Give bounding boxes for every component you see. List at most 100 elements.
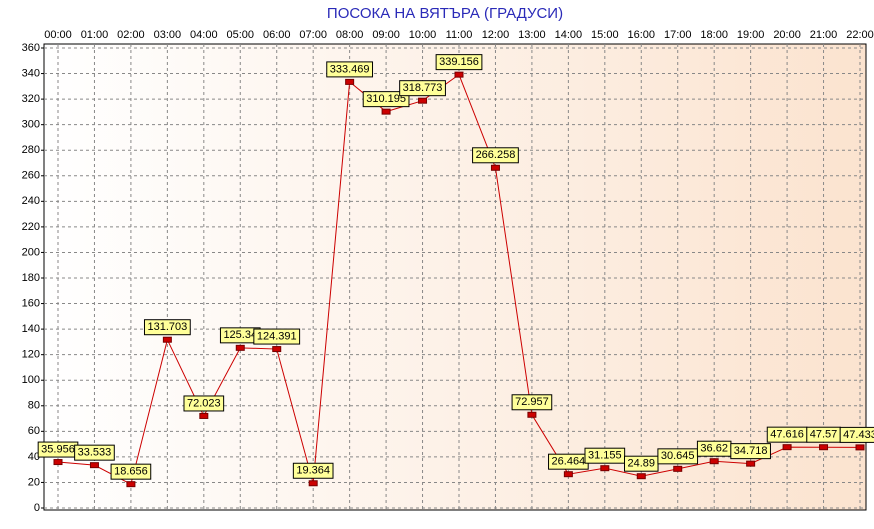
plot-area: [43, 43, 867, 511]
value-label-text: 24.89: [628, 458, 656, 470]
x-tick-label: 02:00: [117, 29, 145, 41]
x-tick-label: 01:00: [81, 29, 109, 41]
value-label: 18.656: [110, 463, 152, 480]
marker: [53, 459, 63, 466]
marker: [381, 108, 391, 115]
x-tick-label: 18:00: [700, 29, 728, 41]
value-label: 34.718: [730, 443, 771, 460]
value-label-text: 19.364: [296, 465, 330, 477]
marker: [746, 460, 756, 467]
x-tick-label: 13:00: [518, 29, 546, 41]
value-label-text: 35.956: [41, 443, 75, 455]
marker: [782, 444, 792, 451]
marker: [600, 465, 610, 472]
value-label-text: 34.718: [734, 445, 768, 457]
y-tick-label: 20: [28, 476, 40, 488]
y-tick-label: 120: [22, 349, 40, 361]
value-label-box: [839, 426, 874, 443]
value-label-text: 18.656: [114, 466, 148, 478]
marker: [636, 473, 646, 480]
marker: [490, 164, 500, 171]
y-tick-label: 340: [22, 67, 40, 79]
value-label-text: 47.433: [843, 429, 874, 441]
marker: [819, 444, 829, 451]
value-label-text: 30.645: [661, 450, 695, 462]
value-label: 35.956: [37, 441, 79, 458]
x-tick-label: 20:00: [773, 29, 801, 41]
value-label-text: 318.773: [403, 82, 443, 94]
marker: [527, 411, 537, 418]
value-label: 131.703: [143, 319, 191, 336]
value-label-text: 266.258: [476, 149, 516, 161]
y-tick-label: 320: [22, 93, 40, 105]
value-label: 36.62: [696, 440, 732, 457]
value-label-text: 72.957: [515, 396, 549, 408]
y-tick-label: 200: [22, 246, 40, 258]
value-label: 19.364: [292, 462, 334, 479]
value-label: 30.645: [657, 448, 699, 465]
y-tick-label: 60: [28, 425, 40, 437]
value-label-box: [435, 54, 483, 71]
x-tick-label: 04:00: [190, 29, 218, 41]
value-label-text: 124.391: [257, 330, 297, 342]
y-tick-label: 220: [22, 221, 40, 233]
y-tick-label: 80: [28, 400, 40, 412]
x-tick-label: 08:00: [336, 29, 364, 41]
x-tick-label: 19:00: [737, 29, 765, 41]
value-label-box: [399, 80, 446, 97]
marker: [235, 344, 245, 351]
value-label: 125.34: [219, 327, 261, 344]
value-label: 31.155: [584, 447, 626, 464]
y-tick-label: 160: [22, 297, 40, 309]
value-label-box: [292, 462, 334, 479]
chart-title: ПОСОКА НА ВЯТЪРА (ГРАДУСИ): [327, 5, 563, 22]
y-tick-label: 100: [22, 374, 40, 386]
value-label-box: [730, 443, 771, 460]
x-tick-label: 10:00: [409, 29, 437, 41]
marker: [162, 336, 172, 343]
value-label-text: 131.703: [147, 321, 187, 333]
marker: [199, 412, 209, 419]
value-label: 72.957: [511, 394, 553, 411]
value-label-text: 47.616: [770, 429, 804, 441]
marker: [89, 462, 99, 469]
value-label-box: [362, 91, 410, 108]
marker: [709, 458, 719, 465]
x-tick-label: 14:00: [555, 29, 583, 41]
y-tick-label: 280: [22, 144, 40, 156]
value-label: 310.195: [362, 91, 410, 108]
marker: [126, 481, 136, 488]
value-label-text: 31.155: [588, 450, 622, 462]
y-tick-label: 300: [22, 119, 40, 131]
y-tick-label: 40: [28, 451, 40, 463]
x-tick-label: 17:00: [664, 29, 692, 41]
value-label: 72.023: [183, 395, 225, 412]
value-label-box: [472, 147, 519, 164]
marker: [855, 444, 865, 451]
value-label: 318.773: [399, 80, 446, 97]
value-label: 26.464: [548, 453, 589, 470]
value-label: 47.433: [839, 426, 874, 443]
y-tick-label: 240: [22, 195, 40, 207]
value-label-text: 339.156: [439, 56, 479, 68]
value-label-text: 47.57: [810, 429, 838, 441]
marker: [418, 97, 428, 104]
value-label: 24.89: [624, 455, 659, 472]
value-label: 333.469: [326, 61, 374, 78]
value-label-box: [253, 328, 301, 345]
y-tick-label: 180: [22, 272, 40, 284]
x-tick-label: 21:00: [810, 29, 838, 41]
x-tick-label: 12:00: [482, 29, 510, 41]
marker: [308, 480, 318, 487]
value-label-text: 310.195: [366, 93, 406, 105]
x-tick-label: 11:00: [446, 29, 473, 41]
y-tick-label: 0: [34, 502, 40, 514]
y-tick-label: 260: [22, 170, 40, 182]
value-label-box: [584, 447, 626, 464]
marker: [563, 471, 573, 478]
marker: [454, 71, 464, 78]
marker: [673, 465, 683, 472]
value-label: 266.258: [472, 147, 519, 164]
value-label: 47.616: [766, 426, 808, 443]
